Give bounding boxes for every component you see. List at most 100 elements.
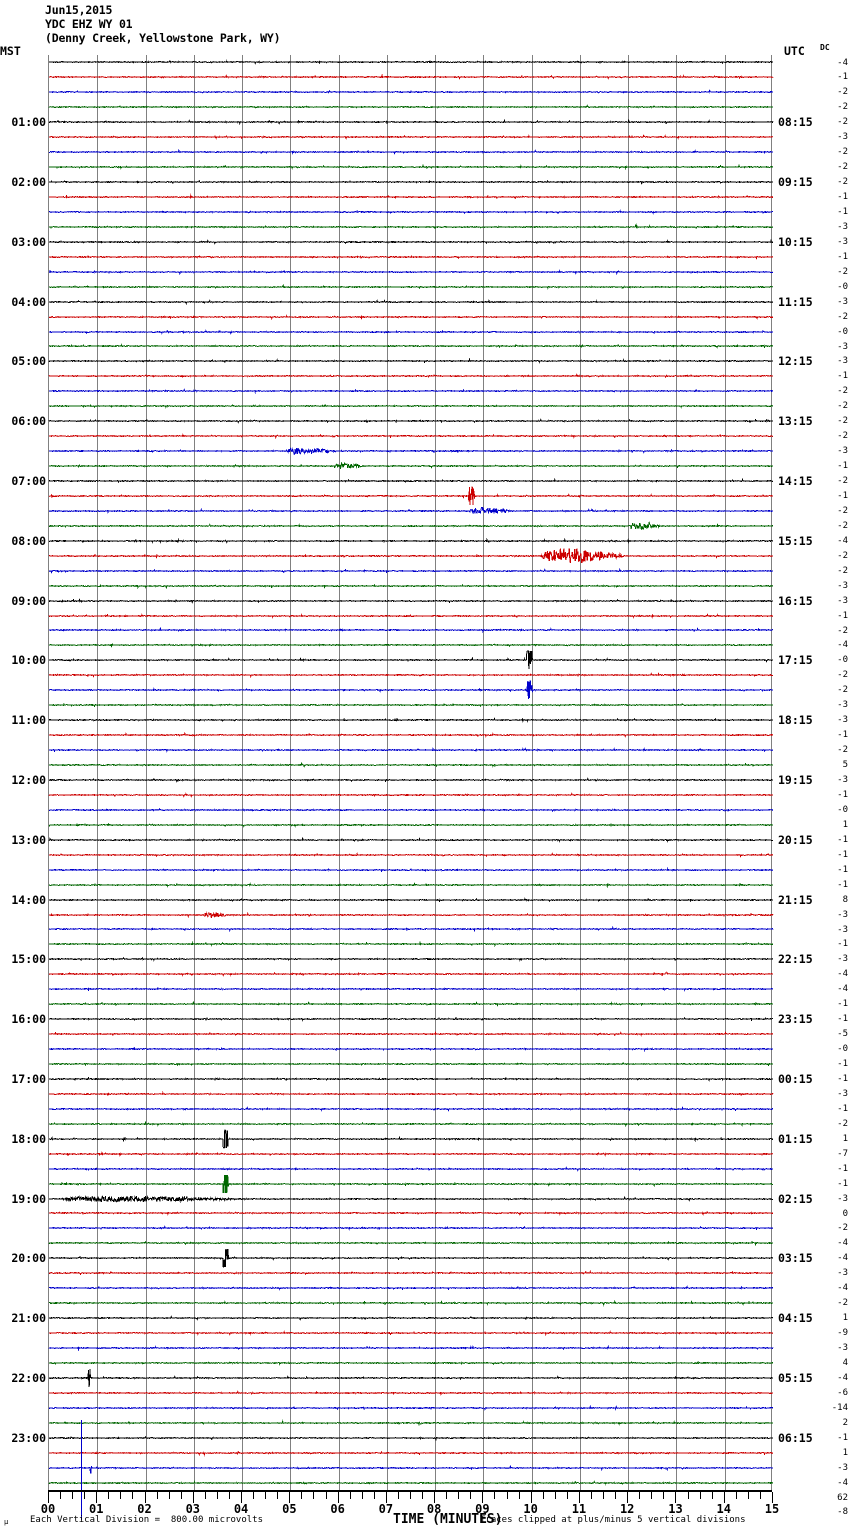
x-tick-14.5: [747, 1492, 749, 1499]
x-tick-7.5: [410, 1492, 411, 1499]
trace-row-90: [48, 1393, 774, 1423]
trace-row-24: [48, 406, 774, 436]
x-tick-11.75: [615, 1492, 617, 1499]
dc-value-row-1: -1: [837, 72, 848, 83]
x-label-05: 05: [282, 1502, 297, 1516]
x-label-06: 06: [330, 1502, 345, 1516]
x-tick-2.25: [156, 1492, 158, 1499]
dc-value-row-66: -0: [837, 1044, 848, 1054]
dc-value-row-78: -2: [837, 1223, 848, 1234]
dc-value-row-65: -5: [837, 1029, 848, 1040]
mst-label-1500: 15:00: [11, 952, 46, 967]
trace-row-29: [48, 481, 773, 511]
dc-value-row-63: -1: [837, 999, 848, 1010]
utc-label-1115: 11:15: [778, 294, 813, 309]
gridline-minute-08: [435, 55, 437, 1490]
x-label-14: 14: [716, 1502, 731, 1516]
x-tick-5.25: [301, 1492, 303, 1499]
trace-row-73: [48, 1139, 774, 1169]
dc-value-row-93: 1: [842, 1447, 848, 1458]
trace-row-43: [48, 690, 774, 720]
trace-row-63: [48, 989, 774, 1019]
dc-value-row-86: -3: [837, 1343, 848, 1353]
dc-value-row-54: -1: [837, 864, 848, 875]
trace-row-25: [48, 421, 774, 451]
x-tick-9.75: [518, 1492, 520, 1499]
trace-row-57: [48, 900, 774, 930]
trace-row-3: [48, 92, 774, 122]
mst-axis-caption: MST: [0, 44, 21, 58]
x-tick-4.5: [265, 1492, 267, 1499]
trace-row-67: [48, 1049, 774, 1079]
trace-row-28: [48, 466, 774, 496]
trace-row-12: [48, 227, 774, 257]
dc-value-row-81: -3: [837, 1268, 848, 1279]
utc-label-0315: 03:15: [778, 1251, 813, 1266]
dc-value-row-52: -1: [837, 834, 848, 845]
x-tick-11.25: [591, 1492, 592, 1499]
dc-value-row-51: 1: [842, 819, 848, 830]
trace-row-80: [48, 1243, 774, 1273]
utc-label-1715: 17:15: [778, 653, 813, 668]
dc-value-row-74: -1: [837, 1163, 848, 1174]
mst-label-1400: 14:00: [11, 892, 46, 907]
dc-value-row-14: -2: [837, 266, 848, 277]
x-tick-12.5: [651, 1492, 653, 1499]
seismogram-plot[interactable]: [48, 55, 774, 1490]
x-tick-0.75: [84, 1492, 86, 1499]
utc-label-1815: 18:15: [778, 713, 813, 728]
dc-value-row-82: -4: [837, 1283, 848, 1294]
dc-value-row-17: -2: [837, 311, 848, 322]
trace-row-50: [48, 795, 774, 825]
dc-value-row-40: -0: [837, 655, 848, 666]
dc-value-row-97: -8: [837, 1507, 848, 1518]
dc-value-row-28: -2: [837, 476, 848, 486]
trace-row-52: [48, 825, 774, 855]
trace-row-10: [48, 197, 774, 227]
dc-value-row-92: -1: [837, 1432, 848, 1443]
x-tick-7: [385, 1492, 387, 1503]
dc-value-row-67: -1: [837, 1059, 848, 1069]
dc-value-row-46: -2: [837, 745, 848, 756]
utc-label-2315: 23:15: [778, 1012, 813, 1027]
trace-row-61: [48, 959, 774, 989]
x-tick-3: [192, 1492, 194, 1503]
utc-label-0215: 02:15: [778, 1191, 813, 1206]
trace-row-64: [48, 1004, 774, 1034]
dc-value-row-89: -6: [837, 1387, 848, 1398]
mst-label-2100: 21:00: [11, 1311, 46, 1326]
trace-row-11: [48, 212, 774, 242]
x-tick-12.75: [663, 1492, 665, 1499]
x-tick-6.75: [373, 1492, 375, 1499]
trace-row-39: [48, 630, 774, 660]
x-tick-11.5: [603, 1492, 605, 1499]
trace-row-7: [48, 152, 774, 182]
gridline-minute-03: [193, 55, 195, 1490]
utc-label-1615: 16:15: [778, 593, 813, 608]
trace-row-81: [48, 1258, 774, 1288]
x-tick-12: [627, 1492, 629, 1503]
trace-row-75: [48, 1169, 773, 1199]
utc-label-2115: 21:15: [778, 892, 813, 907]
x-label-00: 00: [40, 1502, 56, 1516]
mst-label-2000: 20:00: [11, 1251, 46, 1266]
x-tick-13.5: [699, 1492, 701, 1499]
dc-value-row-16: -3: [837, 296, 848, 307]
trace-row-86: [48, 1333, 774, 1363]
utc-label-0415: 04:15: [778, 1311, 813, 1326]
x-tick-13.75: [711, 1492, 713, 1499]
dc-value-row-5: -3: [837, 132, 848, 143]
utc-label-0815: 08:15: [778, 115, 813, 130]
trace-row-88: [48, 1363, 774, 1393]
dc-value-row-20: -3: [837, 356, 848, 367]
dc-value-row-56: 8: [842, 894, 848, 905]
x-tick-12.25: [639, 1492, 641, 1499]
x-tick-13: [675, 1492, 677, 1503]
mst-label-0300: 03:00: [11, 234, 46, 249]
trace-row-74: [48, 1154, 774, 1184]
dc-value-row-41: -2: [837, 670, 848, 681]
dc-value-row-0: -4: [837, 57, 848, 68]
dc-value-row-24: -2: [837, 416, 848, 427]
dc-value-row-50: -0: [837, 804, 848, 815]
